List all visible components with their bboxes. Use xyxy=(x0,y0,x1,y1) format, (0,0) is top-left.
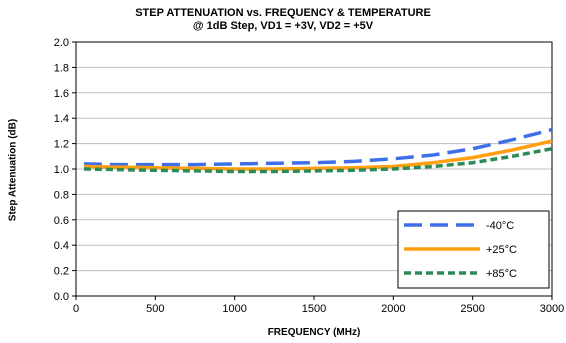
legend-label-1: -40°C xyxy=(486,220,514,232)
x-tick-label: 0 xyxy=(73,303,79,315)
x-tick-label: 2000 xyxy=(381,303,405,315)
chart-title: STEP ATTENUATION vs. FREQUENCY & TEMPERA… xyxy=(135,7,431,19)
x-tick-label: 3000 xyxy=(540,303,564,315)
y-tick-label: 0.0 xyxy=(54,291,69,303)
series-line-2 xyxy=(83,139,553,171)
y-tick-label: 0.4 xyxy=(54,240,69,252)
y-tick-label: 1.8 xyxy=(54,62,69,74)
y-tick-label: 0.6 xyxy=(54,215,69,227)
legend-label-3: +85°C xyxy=(486,268,517,280)
y-tick-label: 0.2 xyxy=(54,266,69,278)
y-tick-label: 1.4 xyxy=(54,113,69,125)
y-tick-label: 1.0 xyxy=(54,164,69,176)
x-tick-label: 1000 xyxy=(222,303,246,315)
chart-subtitle: @ 1dB Step, VD1 = +3V, VD2 = +5V xyxy=(192,20,374,32)
plot-border xyxy=(75,41,553,297)
x-axis-label: FREQUENCY (MHz) xyxy=(267,327,361,338)
y-tick-label: 2.0 xyxy=(54,37,69,49)
x-tick-label: 1500 xyxy=(302,303,326,315)
legend-label-2: +25°C xyxy=(486,244,517,256)
x-tick-label: 500 xyxy=(146,303,164,315)
y-axis-label: Step Attenuation (dB) xyxy=(7,118,19,222)
x-tick-label: 2500 xyxy=(460,303,484,315)
y-tick-label: 1.2 xyxy=(54,139,69,151)
series-line-3 xyxy=(83,146,553,174)
y-tick-label: 1.6 xyxy=(54,88,69,100)
y-tick-label: 0.8 xyxy=(54,189,69,201)
